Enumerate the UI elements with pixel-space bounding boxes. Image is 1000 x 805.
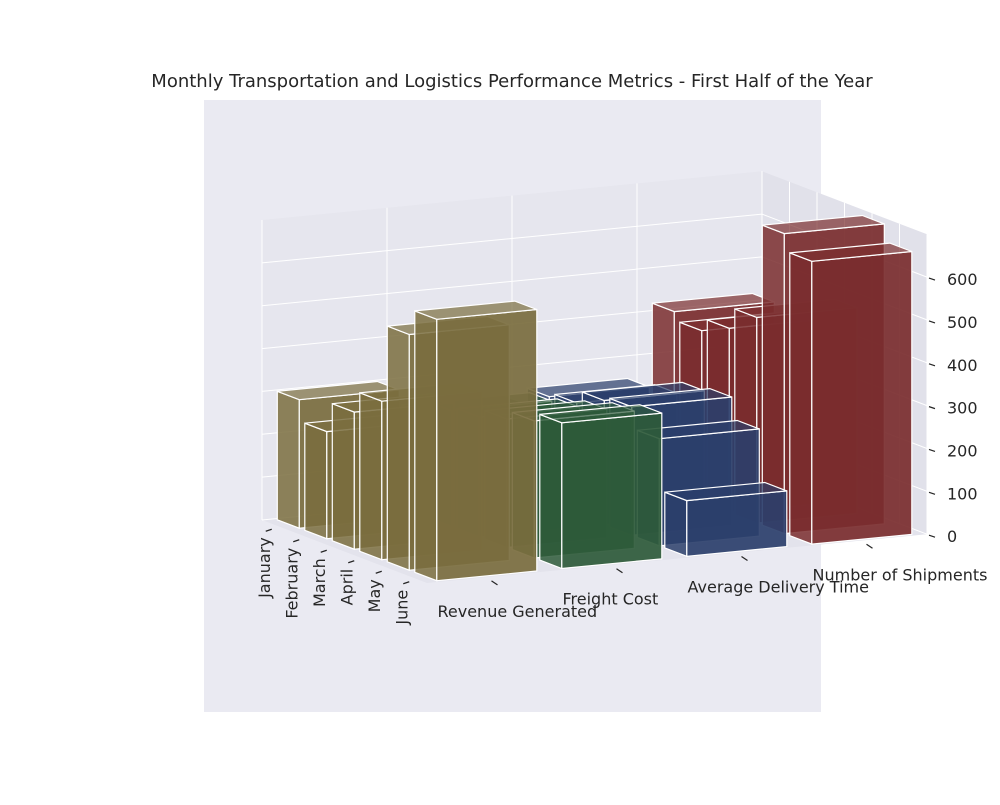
bar-top-face [789,242,913,262]
bar-side-face [539,413,563,570]
bar-side-face [664,491,688,558]
bar-top-face [664,481,788,502]
chart-title: Monthly Transportation and Logistics Per… [151,71,873,92]
bar-top-face [609,387,733,408]
month-tick-mark [265,528,272,532]
month-tick-label: January [255,537,274,599]
z-tick-label: 500 [947,313,978,332]
z-tick-mark [928,363,936,367]
month-tick-mark [293,539,300,543]
month-tick-label: February [282,548,301,619]
z-tick-label: 100 [947,484,978,503]
metric-tick-mark [866,543,873,549]
z-tick-label: 200 [947,441,978,460]
z-tick-mark [928,406,936,410]
bar-side-face [414,310,438,582]
z-tick-label: 600 [947,270,978,289]
bar-revenue-generated-june [414,300,538,582]
bar-side-face [386,325,410,572]
bar-side-face [331,402,355,551]
metric-tick-label: Average Delivery Time [688,578,869,597]
metric-tick-mark [491,580,498,586]
bar-number-of-shipments-june [789,242,913,545]
bar-side-face [304,422,328,540]
month-tick-label: June [392,590,411,626]
bars-layer [276,214,913,582]
bar-side-face [276,390,300,530]
bar-top-face [414,300,538,320]
metric-tick-mark [616,568,623,574]
z-tick-label: 300 [947,399,978,418]
bar-front-face [436,308,538,582]
month-tick-mark [348,560,355,564]
month-tick-mark [375,570,382,574]
metric-tick-mark [741,556,748,561]
month-tick-label: March [310,558,329,607]
z-tick-label: 0 [947,527,957,546]
axes-layer: January February March April May June Revenue … [255,270,988,626]
month-tick-mark [320,549,327,553]
metric-tick-label: Number of Shipments [813,565,988,584]
bar-top-face [539,404,663,424]
z-tick-mark [928,277,936,281]
bar-average-delivery-time-june [664,481,788,558]
z-tick-mark [928,534,936,538]
z-tick-label: 400 [947,356,978,375]
z-tick-mark [928,448,936,453]
month-tick-label: April [337,569,356,606]
month-tick-label: May [365,579,384,612]
month-tick-mark [403,581,410,585]
bar-side-face [789,252,813,545]
z-tick-mark [928,320,936,324]
bar-top-face [762,214,885,235]
bar-freight-cost-june [539,404,663,570]
bar-front-face [561,412,663,570]
bar-front-face [686,490,788,557]
metric-tick-label: Freight Cost [563,590,659,609]
metric-tick-label: Revenue Generated [438,602,598,621]
z-tick-mark [928,491,936,495]
bar-side-face [359,391,383,561]
bar-front-face [811,250,913,545]
